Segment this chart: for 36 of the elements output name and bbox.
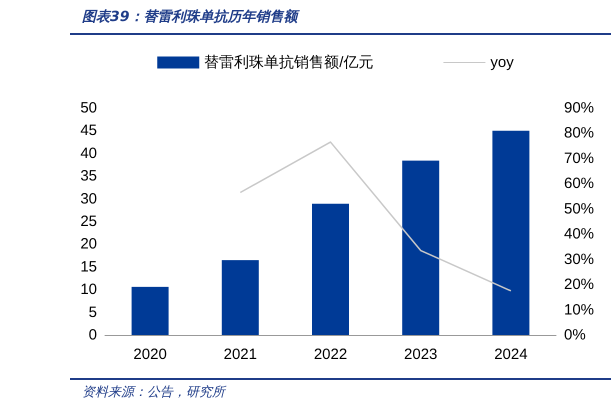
y-tick-label: 10 xyxy=(80,281,97,298)
y2-tick-label: 60% xyxy=(564,175,594,192)
bar xyxy=(312,204,349,335)
chart-title: 图表39：替雷利珠单抗历年销售额 xyxy=(82,8,298,26)
x-tick-label: 2023 xyxy=(404,346,438,363)
y2-tick-label: 40% xyxy=(564,226,594,243)
y-tick-label: 15 xyxy=(80,258,97,276)
y-tick-label: 40 xyxy=(80,144,97,162)
bar xyxy=(222,260,259,335)
y2-tick-label: 10% xyxy=(564,301,594,318)
legend-label: yoy xyxy=(490,54,514,71)
text: 资料来源：公告，研究所 xyxy=(82,384,225,401)
y-tick-label: 5 xyxy=(88,304,97,321)
line-series xyxy=(240,141,512,292)
y2-tick-label: 70% xyxy=(564,150,594,167)
y-tick-label: 45 xyxy=(80,122,97,140)
y-tick-label: 35 xyxy=(80,168,97,185)
x-tick-label: 2020 xyxy=(133,346,167,363)
bar xyxy=(402,160,440,335)
y2-tick-label: 90% xyxy=(564,100,594,116)
x-tick-label: 2024 xyxy=(494,346,528,363)
x-tick-label: 2022 xyxy=(314,346,348,363)
y2-tick-label: 50% xyxy=(564,200,594,218)
y2-tick-label: 20% xyxy=(564,276,594,294)
x-tick-label: 2021 xyxy=(224,346,257,363)
y-tick-label: 50 xyxy=(80,100,97,116)
y-tick-label: 30 xyxy=(80,190,97,208)
bar xyxy=(132,286,169,335)
y2-tick-label: 30% xyxy=(564,250,594,268)
legend-label: 替雷利珠单抗销售额/亿元 xyxy=(204,54,374,71)
y2-tick-label: 0% xyxy=(564,326,586,344)
y-tick-label: 20 xyxy=(80,236,97,253)
y-tick-label: 0 xyxy=(88,326,97,344)
y2-tick-label: 80% xyxy=(564,124,594,142)
y-tick-label: 25 xyxy=(80,213,97,230)
bar xyxy=(492,130,530,335)
